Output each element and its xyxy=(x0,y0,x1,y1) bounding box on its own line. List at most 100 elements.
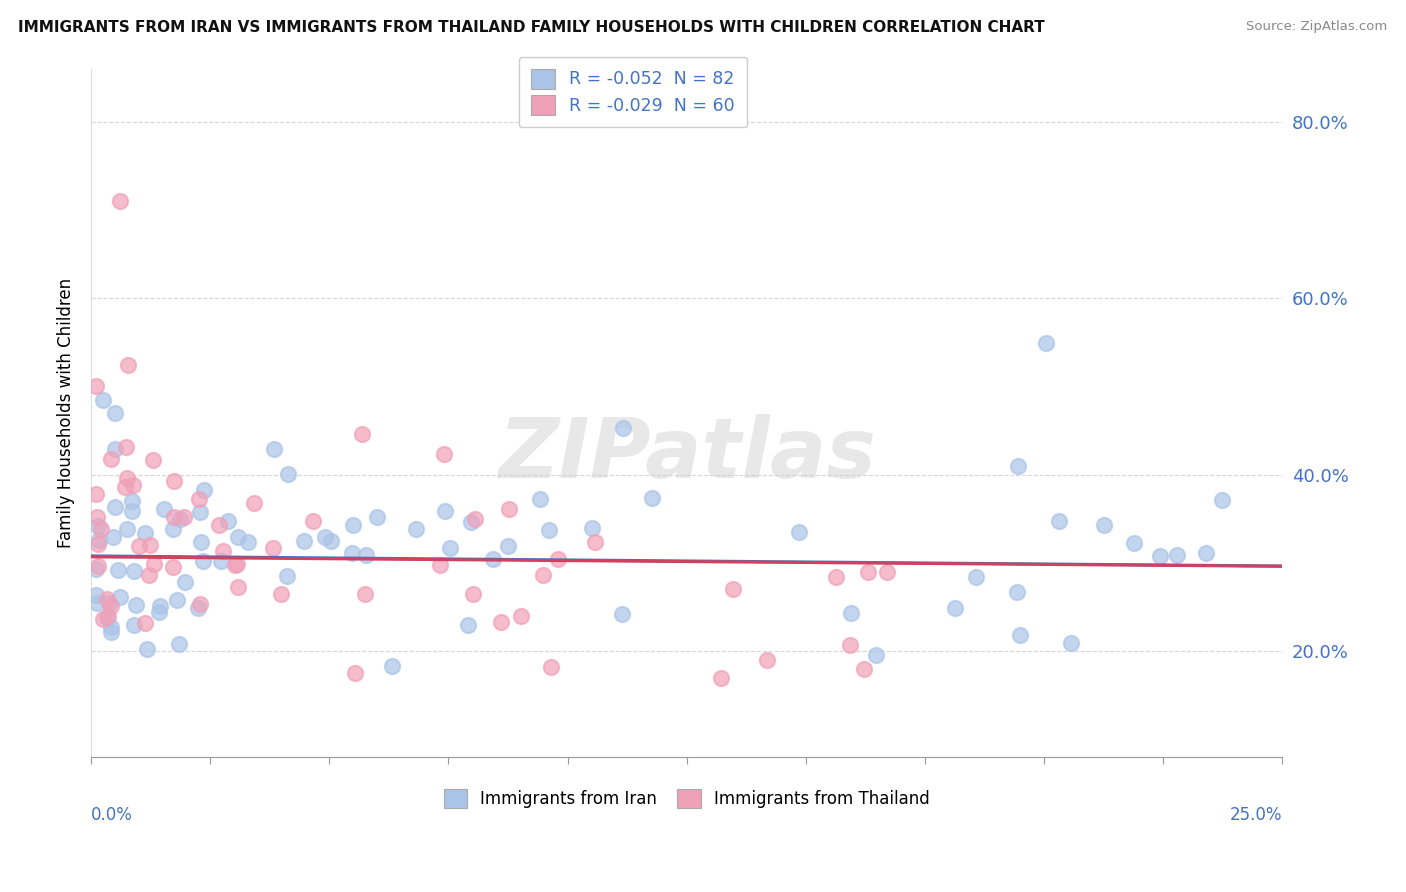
Point xyxy=(193,483,215,498)
Point xyxy=(100,599,122,613)
Point xyxy=(612,420,634,434)
Point xyxy=(163,474,186,488)
Point xyxy=(547,551,569,566)
Point xyxy=(1035,335,1057,350)
Point xyxy=(498,501,520,516)
Point xyxy=(292,533,315,548)
Point xyxy=(124,565,146,579)
Point xyxy=(139,538,162,552)
Y-axis label: Family Households with Children: Family Households with Children xyxy=(58,278,75,548)
Point xyxy=(134,615,156,630)
Point xyxy=(1060,636,1083,650)
Point xyxy=(457,617,479,632)
Point xyxy=(100,620,122,634)
Point xyxy=(187,600,209,615)
Point xyxy=(124,617,146,632)
Point xyxy=(1007,458,1029,473)
Point xyxy=(128,540,150,554)
Point xyxy=(124,598,146,612)
Point xyxy=(143,557,166,571)
Point xyxy=(460,515,482,529)
Point xyxy=(87,519,110,533)
Point xyxy=(1123,535,1146,549)
Text: IMMIGRANTS FROM IRAN VS IMMIGRANTS FROM THAILAND FAMILY HOUSEHOLDS WITH CHILDREN: IMMIGRANTS FROM IRAN VS IMMIGRANTS FROM … xyxy=(18,20,1045,35)
Point xyxy=(103,529,125,543)
Point xyxy=(188,597,211,611)
Point xyxy=(141,452,163,467)
Point xyxy=(226,558,249,572)
Legend: Immigrants from Iran, Immigrants from Thailand: Immigrants from Iran, Immigrants from Th… xyxy=(433,779,939,818)
Point xyxy=(93,392,115,407)
Point xyxy=(1166,548,1188,562)
Point xyxy=(98,596,121,610)
Point xyxy=(965,570,987,584)
Point xyxy=(1010,628,1032,642)
Point xyxy=(115,522,138,536)
Point xyxy=(1047,514,1070,528)
Point xyxy=(434,504,457,518)
Point xyxy=(825,570,848,584)
Point xyxy=(136,641,159,656)
Point xyxy=(100,451,122,466)
Text: Source: ZipAtlas.com: Source: ZipAtlas.com xyxy=(1247,20,1388,33)
Point xyxy=(276,568,298,582)
Point xyxy=(208,518,231,533)
Point xyxy=(148,606,170,620)
Point xyxy=(104,500,127,514)
Point xyxy=(277,467,299,482)
Point xyxy=(114,480,136,494)
Point xyxy=(104,442,127,456)
Point xyxy=(342,518,364,533)
Point xyxy=(134,525,156,540)
Point xyxy=(117,358,139,372)
Point xyxy=(531,567,554,582)
Point xyxy=(354,548,377,562)
Point xyxy=(100,624,122,639)
Point xyxy=(209,554,232,568)
Point xyxy=(108,194,131,208)
Point xyxy=(641,491,664,506)
Text: 0.0%: 0.0% xyxy=(91,805,134,823)
Point xyxy=(138,568,160,582)
Point xyxy=(481,551,503,566)
Point xyxy=(107,563,129,577)
Point xyxy=(84,588,107,602)
Point xyxy=(96,610,118,624)
Point xyxy=(498,539,520,553)
Point xyxy=(188,505,211,519)
Point xyxy=(710,671,733,685)
Point xyxy=(350,426,373,441)
Point xyxy=(87,537,110,551)
Point xyxy=(433,447,456,461)
Point xyxy=(865,648,887,662)
Point xyxy=(1005,584,1028,599)
Point xyxy=(354,587,377,601)
Point xyxy=(342,546,364,560)
Point xyxy=(152,502,174,516)
Point xyxy=(121,504,143,518)
Point xyxy=(90,522,112,536)
Point xyxy=(121,494,143,508)
Text: 25.0%: 25.0% xyxy=(1230,805,1282,823)
Point xyxy=(162,559,184,574)
Point xyxy=(217,514,239,528)
Point xyxy=(876,565,898,579)
Point xyxy=(162,522,184,536)
Point xyxy=(174,575,197,590)
Point xyxy=(529,492,551,507)
Point xyxy=(343,666,366,681)
Point xyxy=(190,535,212,549)
Point xyxy=(84,486,107,500)
Point xyxy=(439,541,461,556)
Point xyxy=(464,511,486,525)
Point xyxy=(86,596,108,610)
Point xyxy=(163,510,186,524)
Point xyxy=(167,637,190,651)
Point xyxy=(1211,493,1233,508)
Point xyxy=(538,523,561,537)
Point xyxy=(1092,518,1115,533)
Point xyxy=(211,543,233,558)
Point xyxy=(943,600,966,615)
Point xyxy=(1149,549,1171,563)
Point xyxy=(405,522,427,536)
